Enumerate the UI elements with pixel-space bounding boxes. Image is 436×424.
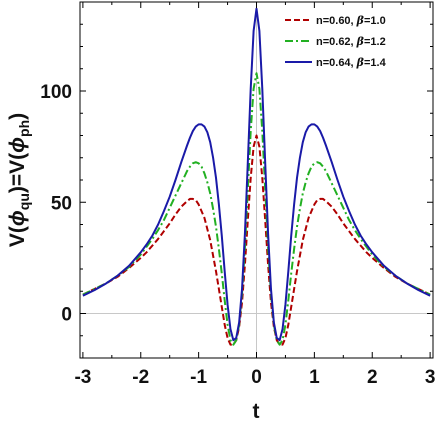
legend-beta-symbol: β xyxy=(356,35,365,48)
series-lines xyxy=(82,7,431,346)
x-axis-label: t xyxy=(253,400,260,423)
series-line xyxy=(82,72,431,346)
x-tick-label: 0 xyxy=(251,367,262,388)
legend-beta-value: =1.2 xyxy=(364,36,386,48)
y-label-phi-1: ϕ xyxy=(6,210,29,226)
series-line xyxy=(82,134,431,346)
y-tick-label: 50 xyxy=(51,193,72,214)
x-tick-label: 1 xyxy=(309,367,320,388)
y-tick-label: 0 xyxy=(61,305,72,326)
x-tick-label: -3 xyxy=(74,367,91,388)
y-axis-label: V(ϕqu)=V(ϕph) xyxy=(6,113,32,247)
reference-lines xyxy=(80,2,433,358)
legend-beta-symbol: β xyxy=(356,14,365,27)
x-tick-label: 3 xyxy=(425,367,436,388)
y-tick-label: 100 xyxy=(40,82,72,103)
axis-ticks: -3 -2 -1 0 1 2 3 0 50 100 xyxy=(40,2,435,388)
series-line xyxy=(82,7,431,342)
y-label-sub-2: ph xyxy=(16,120,32,137)
y-label-phi-2: ϕ xyxy=(6,137,29,153)
legend-beta-value: =1.0 xyxy=(364,15,386,27)
x-tick-label: -1 xyxy=(190,367,207,388)
y-label-mid: )=V( xyxy=(6,153,29,193)
legend-beta-value: =1.4 xyxy=(364,57,387,69)
y-label-pre: V( xyxy=(6,226,29,247)
legend-n-text: n=0.62, xyxy=(316,36,357,48)
legend-n-text: n=0.64, xyxy=(316,57,357,69)
legend-entry-label: n=0.60, β=1.0 xyxy=(316,14,386,27)
legend-n-text: n=0.60, xyxy=(316,15,357,27)
x-tick-label: 2 xyxy=(367,367,378,388)
y-label-sub-1: qu xyxy=(16,193,32,210)
legend-entry-label: n=0.64, β=1.4 xyxy=(316,56,387,69)
x-tick-label: -2 xyxy=(132,367,149,388)
legend-beta-symbol: β xyxy=(356,56,365,69)
y-label-post: ) xyxy=(6,113,29,120)
legend: n=0.60, β=1.0n=0.62, β=1.2n=0.64, β=1.4 xyxy=(285,14,387,69)
legend-entry-label: n=0.62, β=1.2 xyxy=(316,35,386,48)
